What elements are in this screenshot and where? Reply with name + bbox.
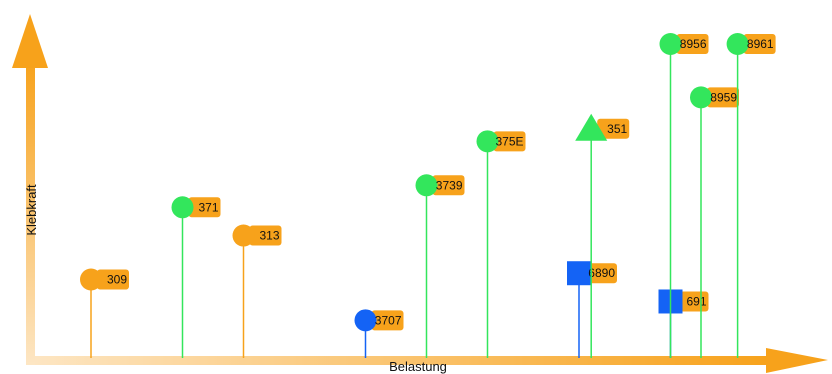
value-tag (676, 34, 709, 54)
y-axis-label: Klebkraft (24, 184, 39, 236)
y-axis-arrowhead (12, 14, 48, 68)
value-tag (707, 87, 739, 108)
data-point: 6890 (567, 261, 617, 358)
value-tag (597, 118, 630, 139)
point-marker-circle (476, 130, 499, 153)
x-axis-arrowhead (766, 348, 828, 373)
data-point: 351 (575, 113, 630, 358)
value-tag (585, 263, 617, 284)
point-marker-circle (171, 196, 194, 219)
point-marker-circle (415, 174, 438, 197)
point-label: 8956 (680, 37, 707, 51)
point-label: 8959 (710, 90, 737, 104)
point-marker-circle (80, 268, 102, 291)
data-point: 8961 (726, 33, 776, 358)
data-marks: 309 371 313 3707 3739 375E 6890 351 691 8956 8959 8… (80, 33, 776, 358)
point-label: 375E (495, 134, 523, 148)
value-tag (97, 269, 129, 290)
point-marker-circle (690, 86, 712, 109)
value-tag (188, 197, 221, 218)
data-point: 375E (476, 130, 526, 358)
point-label: 3707 (375, 313, 402, 327)
data-point: 313 (232, 224, 282, 358)
axes: Belastung Klebkraft (12, 14, 828, 374)
data-point: 8956 (659, 33, 709, 358)
point-label: 3739 (436, 178, 463, 192)
point-label: 691 (686, 294, 706, 308)
point-marker-circle (354, 309, 377, 332)
point-marker-circle (232, 224, 255, 247)
data-point: 3707 (354, 309, 404, 358)
point-label: 6890 (588, 266, 615, 280)
point-marker-triangle (575, 113, 608, 141)
point-marker-circle (726, 33, 749, 55)
x-axis-label: Belastung (389, 359, 447, 374)
point-label: 371 (198, 200, 218, 214)
value-tag (493, 131, 526, 152)
point-marker-square (567, 261, 591, 286)
point-label: 309 (107, 273, 127, 287)
y-axis-bar (26, 60, 35, 365)
data-point: 8959 (690, 86, 739, 358)
point-label: 313 (259, 229, 279, 243)
value-tag (432, 175, 465, 196)
value-tag (743, 34, 776, 54)
value-tag (249, 225, 282, 246)
value-tag (371, 310, 404, 331)
point-label: 351 (607, 122, 627, 136)
data-point: 371 (171, 196, 221, 358)
data-point: 309 (80, 268, 129, 358)
point-label: 8961 (747, 37, 774, 51)
point-marker-circle (659, 33, 682, 55)
data-point: 3739 (415, 174, 465, 358)
x-axis-bar (26, 356, 770, 365)
